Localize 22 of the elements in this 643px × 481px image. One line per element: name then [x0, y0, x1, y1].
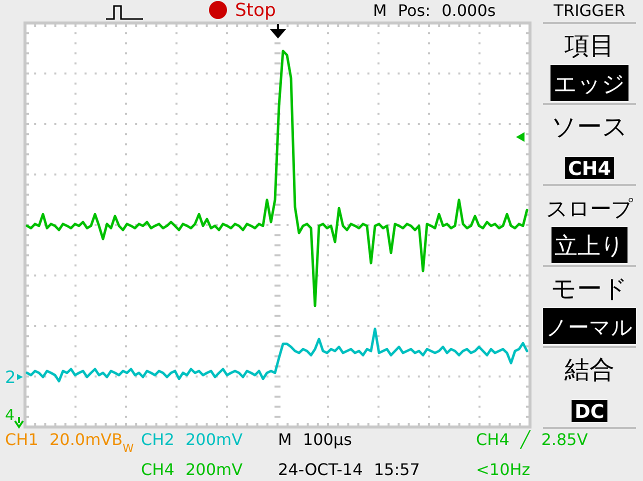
text: 24-OCT-14 15:57 — [278, 460, 420, 479]
text: M Pos: 0.000s — [373, 1, 496, 20]
text: CH4 ╱ 2.85V — [476, 430, 588, 449]
text: TRIGGER — [552, 1, 626, 20]
text: <10Hz — [476, 460, 530, 479]
text: エッジ — [554, 71, 626, 98]
text: CH1 20.0mVB$_{W}$ — [5, 430, 134, 454]
text: モード — [551, 274, 628, 303]
text: ソース — [551, 112, 628, 141]
text: スロープ — [546, 197, 633, 222]
text: CH4 200mV — [141, 460, 243, 479]
text: DC — [574, 400, 604, 423]
text: CH4 — [568, 158, 612, 180]
text: 立上り — [554, 233, 624, 260]
text: 結合 — [564, 355, 614, 384]
text: M 100µs — [278, 430, 352, 449]
text: 4 — [5, 406, 15, 424]
text: ノーマル — [546, 315, 633, 340]
text: 2 — [5, 368, 16, 388]
text: 項目 — [564, 31, 614, 60]
text: Stop — [235, 0, 276, 21]
text: CH2 200mV — [141, 430, 243, 449]
